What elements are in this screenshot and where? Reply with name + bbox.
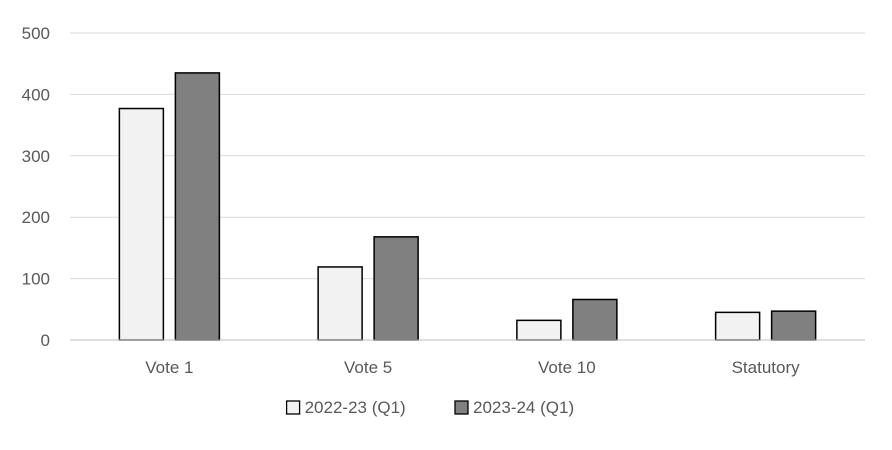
x-category-label: Vote 5 xyxy=(344,358,392,377)
legend-label-series-2: 2023-24 (Q1) xyxy=(473,398,574,417)
y-tick-label: 300 xyxy=(22,147,50,166)
bar-series-2-vote-5 xyxy=(373,236,419,341)
x-axis-category-labels: Vote 1 Vote 5 Vote 10 Statutory xyxy=(145,358,800,377)
legend-swatch-series-2 xyxy=(454,400,469,415)
bar-series-1-vote-10 xyxy=(516,319,562,341)
legend-label-series-1: 2022-23 (Q1) xyxy=(305,398,406,417)
bar-series-1-vote-1 xyxy=(118,107,165,341)
bars xyxy=(118,72,817,341)
x-category-label: Vote 1 xyxy=(145,358,193,377)
y-tick-label: 400 xyxy=(22,85,50,104)
y-tick-label: 0 xyxy=(41,331,50,350)
x-category-label: Vote 10 xyxy=(538,358,596,377)
bar-series-1-vote-5 xyxy=(317,266,363,341)
y-axis-ticks: 0 100 200 300 400 500 xyxy=(22,24,50,350)
legend-swatch-series-1 xyxy=(285,400,301,415)
bar-series-2-vote-10 xyxy=(572,298,618,341)
legend: 2022-23 (Q1) 2023-24 (Q1) xyxy=(285,398,574,417)
x-category-label: Statutory xyxy=(732,358,801,377)
bar-series-2-vote-1 xyxy=(174,72,221,341)
bar-series-2-statutory xyxy=(770,310,817,341)
y-tick-label: 100 xyxy=(22,270,50,289)
y-tick-label: 200 xyxy=(22,208,50,227)
bar-series-1-statutory xyxy=(714,311,761,341)
y-tick-label: 500 xyxy=(22,24,50,43)
